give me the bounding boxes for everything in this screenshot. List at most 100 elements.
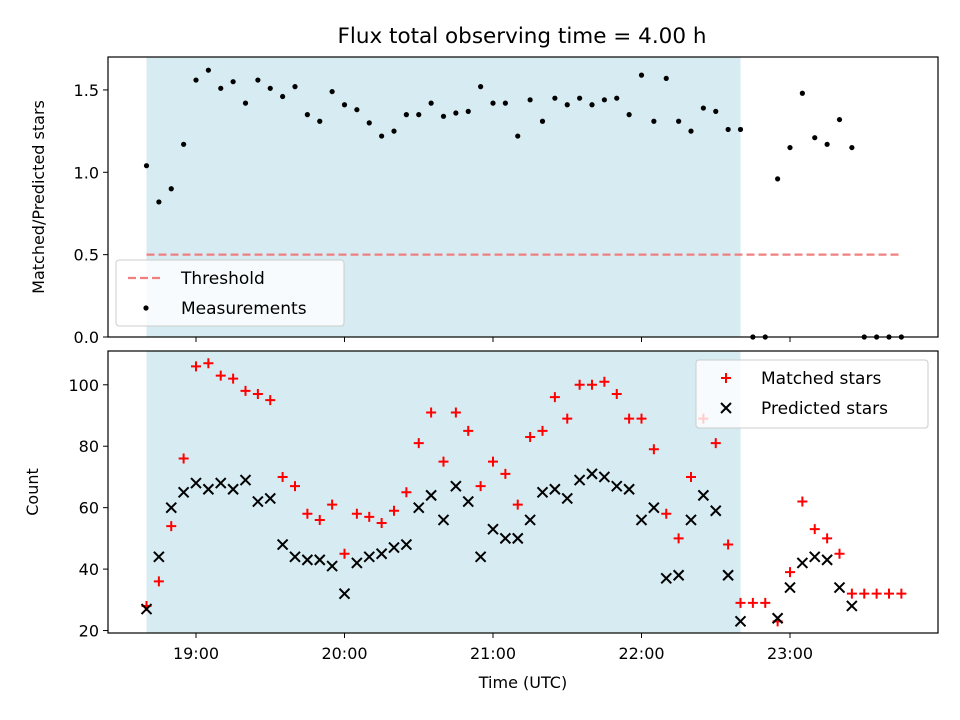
data-point xyxy=(515,133,521,139)
data-point xyxy=(660,572,672,585)
data-point xyxy=(636,413,647,424)
data-point xyxy=(240,385,251,396)
data-point xyxy=(488,456,498,467)
data-point xyxy=(400,538,413,551)
data-point xyxy=(327,499,338,510)
data-point xyxy=(896,588,907,599)
y-tick-label: 1.0 xyxy=(74,163,99,182)
data-point xyxy=(474,551,487,563)
legend-box xyxy=(695,359,929,429)
data-point xyxy=(685,514,697,526)
data-point xyxy=(462,495,474,508)
data-point xyxy=(834,548,845,559)
data-point xyxy=(416,112,422,118)
data-point xyxy=(635,514,648,526)
data-point xyxy=(490,100,496,106)
legend: Matched stars Predicted stars xyxy=(695,359,929,429)
data-point xyxy=(428,100,434,106)
x-tick-label: 19:00 xyxy=(173,644,219,663)
data-point xyxy=(587,379,597,390)
data-point xyxy=(227,483,239,495)
legend-label: Matched stars xyxy=(761,369,881,389)
data-point xyxy=(723,539,734,550)
y-tick-label: 40 xyxy=(79,560,99,579)
series-1 xyxy=(140,468,858,628)
data-point xyxy=(302,508,313,519)
data-point xyxy=(450,407,461,418)
data-point xyxy=(871,588,882,599)
data-point xyxy=(401,487,412,498)
data-point xyxy=(598,471,611,483)
data-point xyxy=(276,538,289,551)
data-point xyxy=(314,554,326,566)
top-panel: 0.0 0.5 1.0 1.5 Matched/Predicted stars Thres… xyxy=(29,56,939,347)
data-point xyxy=(339,548,350,559)
data-point xyxy=(525,432,536,443)
data-point xyxy=(181,141,187,147)
data-point xyxy=(239,474,252,486)
data-point xyxy=(549,483,561,495)
data-point xyxy=(478,84,484,90)
legend-label: Threshold xyxy=(180,269,265,289)
y-tick-label: 0.5 xyxy=(74,246,99,265)
data-point xyxy=(734,615,747,628)
data-point xyxy=(859,588,870,599)
data-point xyxy=(264,492,276,505)
data-point xyxy=(450,480,462,492)
x-axis-label: Time (UTC) xyxy=(478,673,567,692)
data-point xyxy=(375,548,388,560)
data-point xyxy=(338,587,351,600)
data-point xyxy=(317,118,323,124)
data-point xyxy=(771,612,784,624)
data-point xyxy=(539,118,546,124)
data-point xyxy=(190,477,202,489)
data-point xyxy=(512,532,524,545)
data-point xyxy=(812,135,818,141)
series-0 xyxy=(141,358,907,627)
data-point xyxy=(552,95,558,101)
data-point xyxy=(527,97,533,103)
data-point xyxy=(536,486,549,499)
data-point xyxy=(624,413,635,424)
data-point xyxy=(252,389,263,400)
data-point xyxy=(438,456,449,467)
data-point xyxy=(203,358,214,369)
data-point xyxy=(314,514,325,525)
data-point xyxy=(351,557,363,569)
data-point xyxy=(290,481,300,492)
series-0 xyxy=(143,67,904,340)
data-point xyxy=(351,508,362,519)
y-tick-label: 100 xyxy=(68,376,99,395)
data-point xyxy=(824,141,830,147)
data-point xyxy=(499,532,512,545)
axes-frame xyxy=(107,350,939,634)
data-point xyxy=(463,425,474,436)
chart-title: Flux total observing time = 4.00 h xyxy=(338,24,707,49)
data-point xyxy=(524,514,536,526)
data-point xyxy=(700,105,706,111)
data-point xyxy=(391,128,397,134)
data-point xyxy=(425,489,437,502)
data-point xyxy=(747,597,758,608)
data-point xyxy=(849,144,855,151)
data-point xyxy=(341,102,348,108)
data-point xyxy=(366,120,372,126)
legend: Threshold Measurements xyxy=(115,259,345,327)
x-tick-label: 21:00 xyxy=(470,644,516,663)
data-point xyxy=(601,97,607,103)
data-point xyxy=(626,112,632,118)
data-point xyxy=(413,438,424,449)
data-point xyxy=(611,389,622,400)
data-point xyxy=(202,483,215,495)
data-point xyxy=(242,100,249,106)
legend-predicted-swatch xyxy=(720,402,732,414)
data-point xyxy=(822,533,833,544)
legend-label: Measurements xyxy=(181,299,307,319)
data-point xyxy=(586,468,598,480)
x-tick-label: 22:00 xyxy=(618,644,664,663)
data-point xyxy=(500,468,511,479)
data-point xyxy=(651,118,657,124)
data-point xyxy=(775,176,781,182)
data-point xyxy=(218,85,224,91)
